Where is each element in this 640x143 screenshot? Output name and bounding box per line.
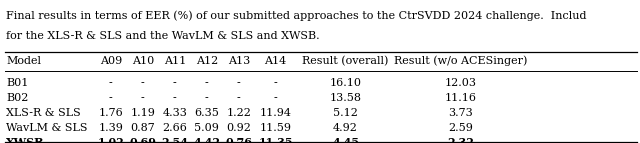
Text: 11.35: 11.35	[258, 137, 293, 143]
Text: XWSB: XWSB	[6, 137, 45, 143]
Text: A12: A12	[196, 56, 218, 66]
Text: 11.59: 11.59	[260, 123, 292, 133]
Text: 1.39: 1.39	[99, 123, 123, 133]
Text: 2.66: 2.66	[163, 123, 187, 133]
Text: 16.10: 16.10	[330, 78, 362, 88]
Text: -: -	[141, 93, 145, 103]
Text: 1.76: 1.76	[99, 108, 123, 118]
Text: A11: A11	[164, 56, 186, 66]
Text: 5.09: 5.09	[195, 123, 219, 133]
Text: 4.42: 4.42	[193, 137, 220, 143]
Text: 4.33: 4.33	[163, 108, 187, 118]
Text: Result (overall): Result (overall)	[303, 56, 388, 66]
Text: 13.58: 13.58	[330, 93, 362, 103]
Text: -: -	[205, 78, 209, 88]
Text: A14: A14	[264, 56, 287, 66]
Text: Final results in terms of EER (%) of our submitted approaches to the CtrSVDD 202: Final results in terms of EER (%) of our…	[6, 10, 587, 21]
Text: 5.12: 5.12	[333, 108, 358, 118]
Text: A09: A09	[100, 56, 122, 66]
Text: for the XLS-R & SLS and the WavLM & SLS and XWSB.: for the XLS-R & SLS and the WavLM & SLS …	[6, 31, 320, 41]
Text: 6.35: 6.35	[195, 108, 219, 118]
Text: -: -	[274, 78, 277, 88]
Text: 0.87: 0.87	[131, 123, 155, 133]
Text: -: -	[205, 93, 209, 103]
Text: 2.32: 2.32	[447, 137, 474, 143]
Text: -: -	[237, 93, 241, 103]
Text: 4.45: 4.45	[332, 137, 359, 143]
Text: B01: B01	[6, 78, 29, 88]
Text: 11.94: 11.94	[260, 108, 292, 118]
Text: 1.02: 1.02	[97, 137, 124, 143]
Text: -: -	[237, 78, 241, 88]
Text: A10: A10	[132, 56, 154, 66]
Text: 0.76: 0.76	[225, 137, 252, 143]
Text: -: -	[109, 78, 113, 88]
Text: 1.22: 1.22	[227, 108, 251, 118]
Text: 2.59: 2.59	[449, 123, 473, 133]
Text: 4.92: 4.92	[333, 123, 358, 133]
Text: -: -	[274, 93, 277, 103]
Text: 11.16: 11.16	[445, 93, 477, 103]
Text: A13: A13	[228, 56, 250, 66]
Text: 3.73: 3.73	[449, 108, 473, 118]
Text: -: -	[109, 93, 113, 103]
Text: -: -	[173, 93, 177, 103]
Text: B02: B02	[6, 93, 29, 103]
Text: -: -	[141, 78, 145, 88]
Text: XLS-R & SLS: XLS-R & SLS	[6, 108, 81, 118]
Text: 0.92: 0.92	[227, 123, 251, 133]
Text: Model: Model	[6, 56, 42, 66]
Text: -: -	[173, 78, 177, 88]
Text: 1.19: 1.19	[131, 108, 155, 118]
Text: 12.03: 12.03	[445, 78, 477, 88]
Text: 2.54: 2.54	[161, 137, 188, 143]
Text: Result (w/o ACESinger): Result (w/o ACESinger)	[394, 55, 527, 66]
Text: 0.69: 0.69	[129, 137, 156, 143]
Text: WavLM & SLS: WavLM & SLS	[6, 123, 88, 133]
